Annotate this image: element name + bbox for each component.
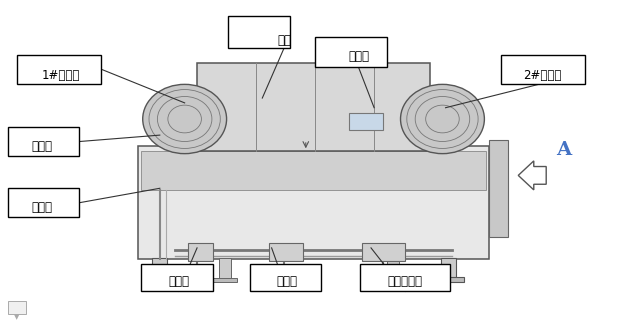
Text: 2#压缩机: 2#压缩机 xyxy=(523,69,561,82)
FancyArrow shape xyxy=(519,161,546,190)
Bar xyxy=(152,257,167,279)
Bar xyxy=(268,243,303,261)
Bar xyxy=(141,264,213,292)
Bar xyxy=(250,264,321,292)
Ellipse shape xyxy=(401,84,484,154)
Bar xyxy=(433,277,464,282)
Text: 蒸发器: 蒸发器 xyxy=(31,140,52,153)
Bar xyxy=(381,278,405,282)
Text: 膨胀阀: 膨胀阀 xyxy=(276,275,298,288)
Bar xyxy=(228,16,290,48)
Bar xyxy=(360,264,450,292)
Bar xyxy=(7,127,79,156)
Bar xyxy=(17,55,101,84)
Bar xyxy=(141,151,486,190)
Bar xyxy=(197,63,430,151)
Bar xyxy=(7,188,79,217)
Bar xyxy=(386,257,399,279)
Bar xyxy=(502,55,585,84)
Bar xyxy=(188,243,213,261)
Text: 干燥过滤器: 干燥过滤器 xyxy=(388,275,422,288)
Text: 冷凝器: 冷凝器 xyxy=(31,201,52,214)
Bar xyxy=(144,277,175,282)
Bar xyxy=(7,301,26,314)
Ellipse shape xyxy=(143,84,227,154)
Bar xyxy=(138,146,489,259)
Bar xyxy=(213,278,238,282)
Text: 电柜: 电柜 xyxy=(277,33,291,46)
Text: 显示屏: 显示屏 xyxy=(348,50,369,63)
Bar xyxy=(349,112,383,130)
Bar xyxy=(219,257,232,279)
Text: A: A xyxy=(556,141,571,159)
Text: 1#压缩机: 1#压缩机 xyxy=(41,69,80,82)
Text: 浮球阀: 浮球阀 xyxy=(168,275,189,288)
Bar xyxy=(441,257,456,279)
Text: ▼: ▼ xyxy=(14,314,19,320)
Bar xyxy=(362,243,405,261)
Bar xyxy=(315,37,386,68)
Bar xyxy=(489,140,508,237)
